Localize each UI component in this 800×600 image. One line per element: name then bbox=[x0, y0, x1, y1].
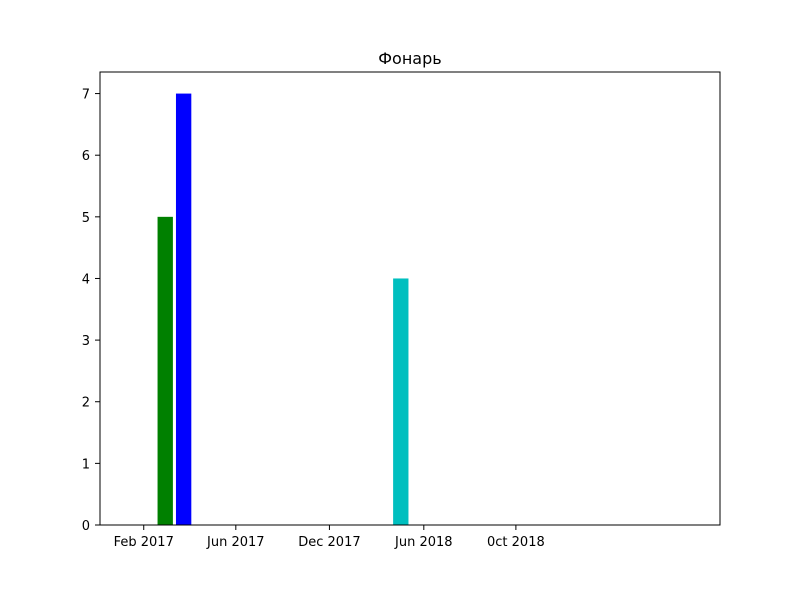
x-tick-label-4: 0ct 2018 bbox=[487, 535, 545, 550]
y-tick-label-7: 7 bbox=[82, 88, 90, 103]
y-tick-label-0: 0 bbox=[82, 519, 90, 534]
x-tick-label-1: Jun 2017 bbox=[206, 535, 265, 550]
y-tick-label-3: 3 bbox=[82, 334, 90, 349]
x-tick-label-0: Feb 2017 bbox=[114, 535, 174, 550]
bar-1 bbox=[175, 93, 192, 526]
y-tick-label-1: 1 bbox=[82, 457, 90, 472]
y-tick-label-4: 4 bbox=[82, 272, 90, 287]
y-axis: 0 1 2 3 4 5 6 7 bbox=[82, 88, 100, 534]
y-tick-label-6: 6 bbox=[82, 149, 90, 164]
chart-title: Фонарь bbox=[378, 49, 441, 68]
y-tick-label-5: 5 bbox=[82, 211, 90, 226]
x-axis: Feb 2017 Jun 2017 Dec 2017 Jun 2018 0ct 2018 bbox=[114, 525, 545, 550]
bars-layer bbox=[157, 93, 409, 526]
x-tick-label-2: Dec 2017 bbox=[298, 535, 360, 550]
y-tick-label-2: 2 bbox=[82, 396, 90, 411]
bar-2 bbox=[393, 278, 409, 525]
x-tick-label-3: Jun 2018 bbox=[394, 535, 453, 550]
bar-0 bbox=[157, 216, 173, 525]
plot-frame bbox=[99, 71, 721, 526]
